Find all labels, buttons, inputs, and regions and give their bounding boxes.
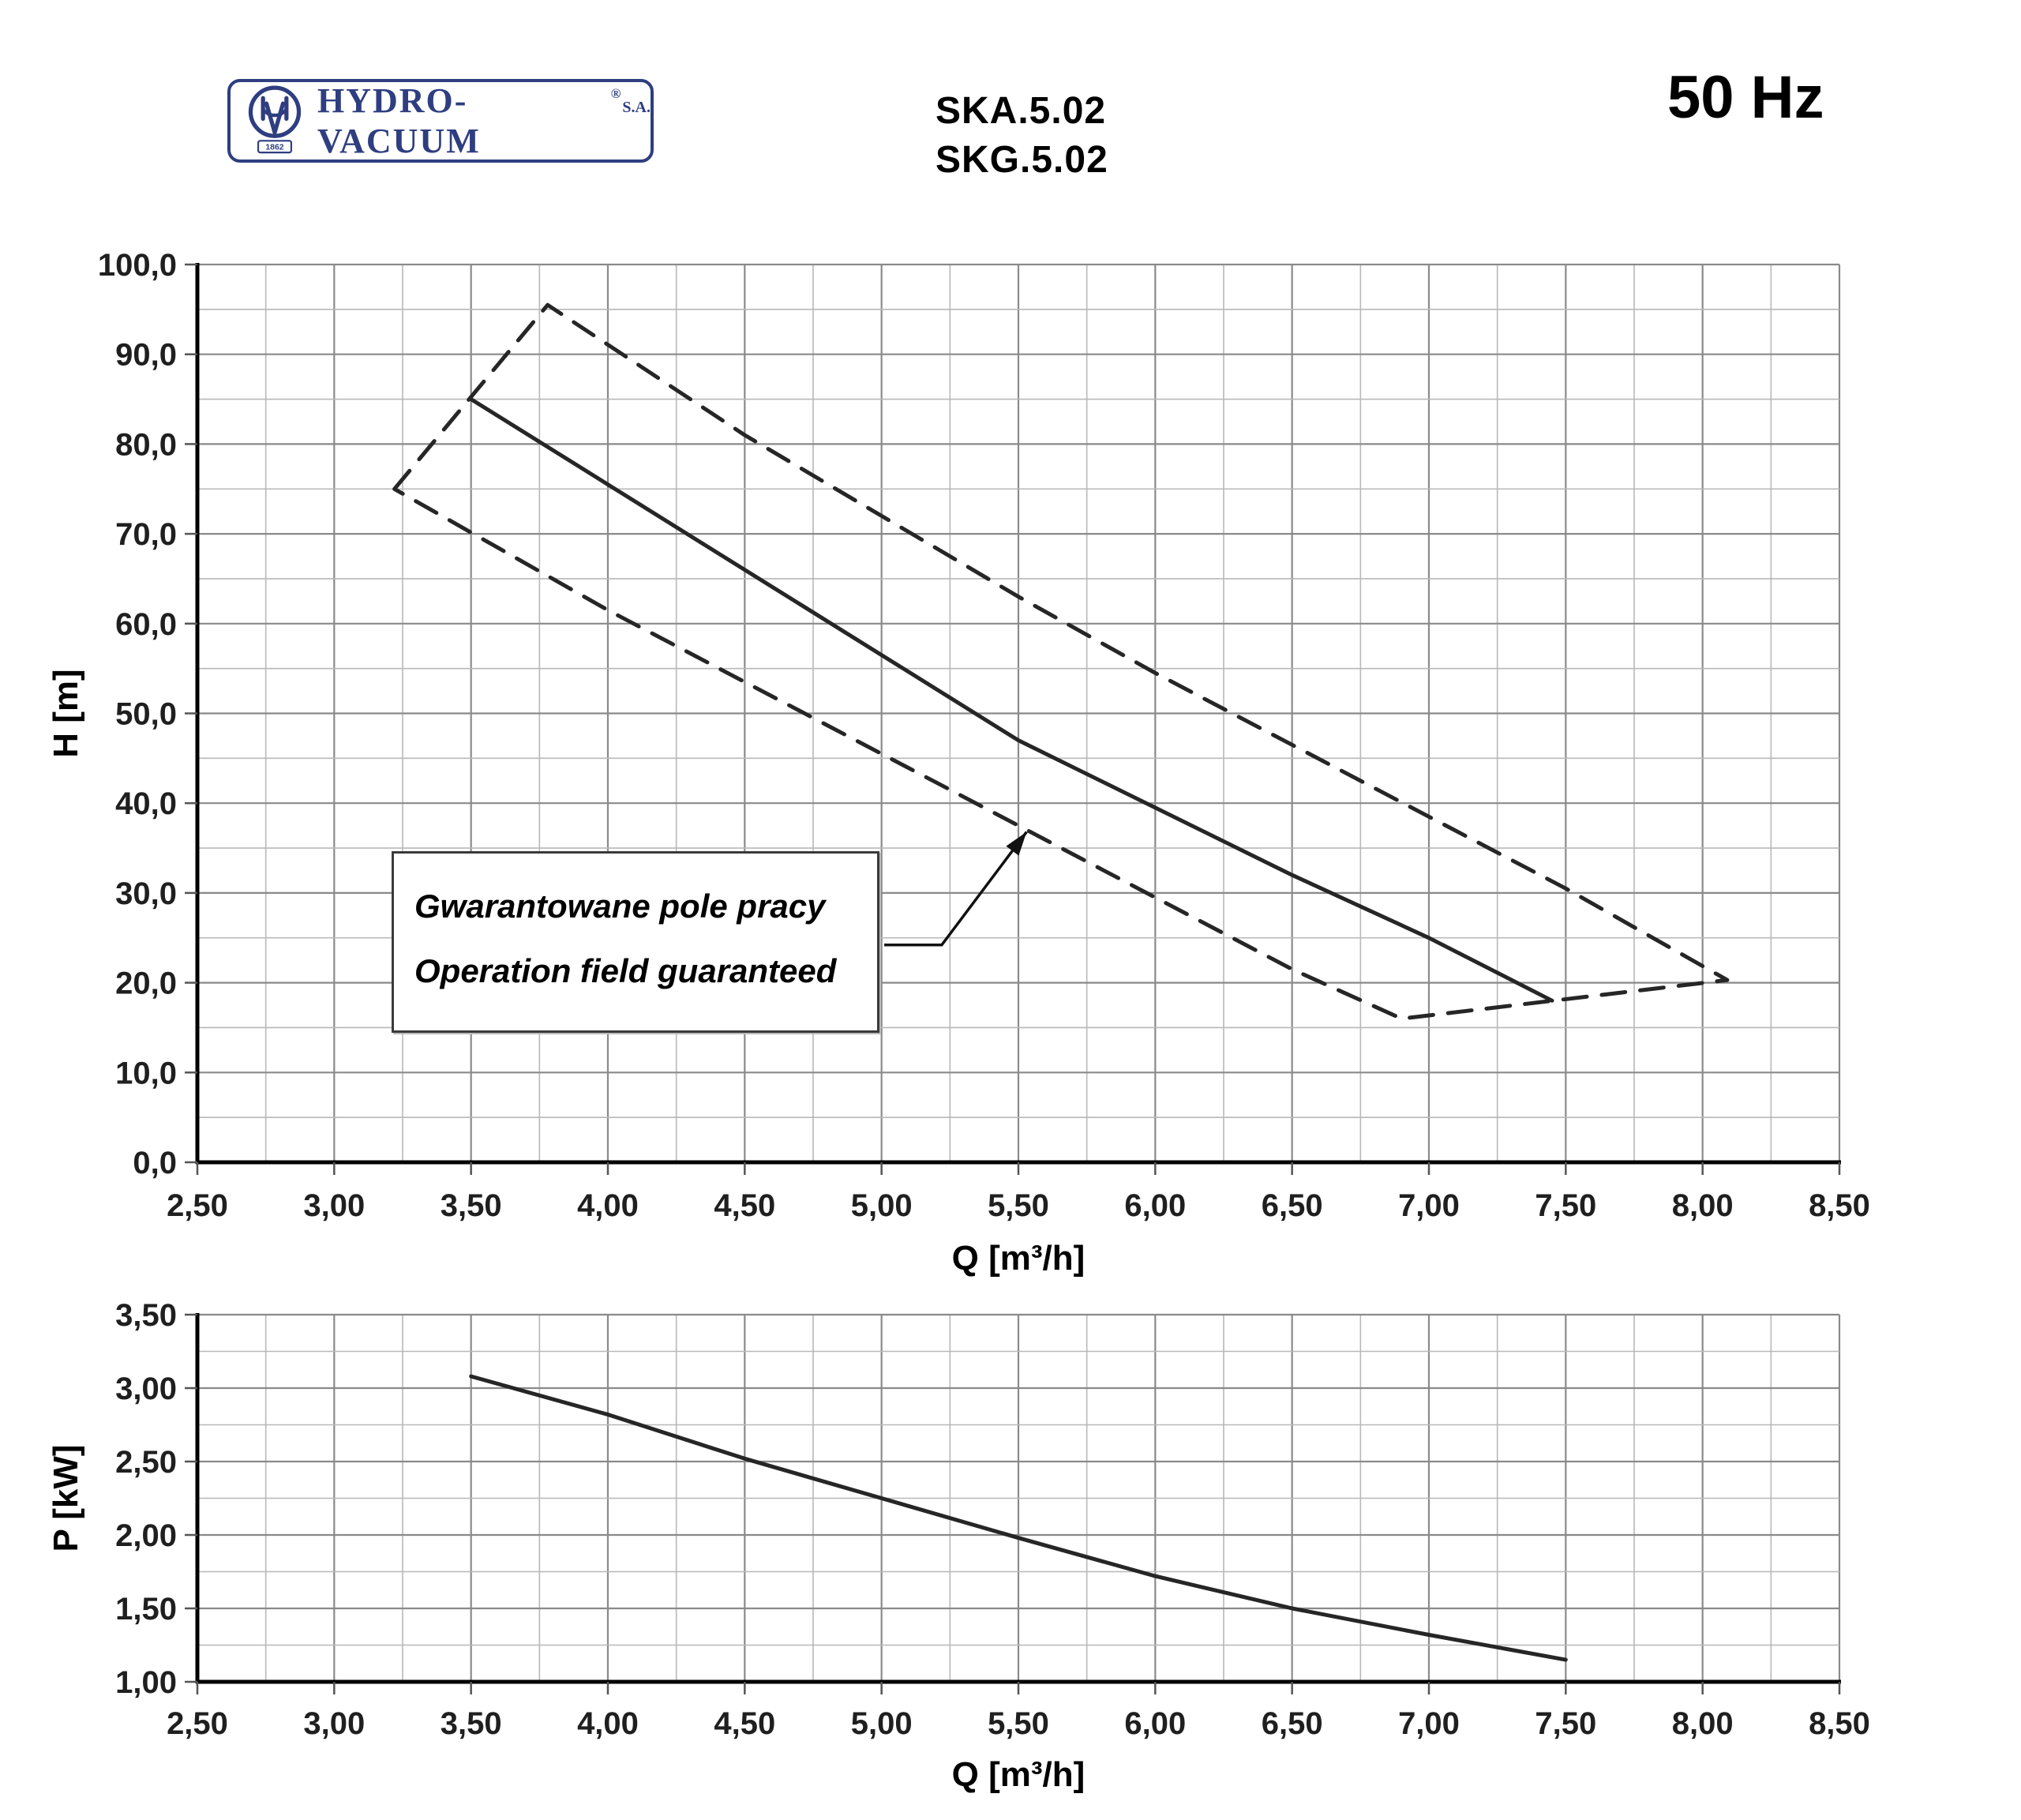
x-axis-title: Q [m³/h] (952, 1755, 1085, 1794)
hydro-vacuum-logo-icon: 1862 (248, 85, 302, 154)
x-tick-label: 3,00 (303, 1188, 365, 1223)
x-tick-label: 3,50 (441, 1188, 502, 1223)
y-axis-title: P [kW] (47, 1444, 85, 1552)
y-tick-label: 10,0 (115, 1056, 177, 1090)
x-tick-label: 8,00 (1672, 1706, 1734, 1741)
y-tick-label: 80,0 (115, 427, 177, 462)
pq-chart: 2,50 3,00 3,50 4,00 4,50 5,00 5,50 6,00 6,50 7,00… (47, 1298, 1870, 1794)
x-tick-label: 2,50 (167, 1706, 228, 1741)
x-tick-label: 3,50 (441, 1706, 502, 1741)
y-tick-label: 50,0 (115, 697, 177, 732)
y-tick-label: 2,00 (115, 1518, 177, 1553)
pump-model-titles: SKA.5.02 SKG.5.02 (936, 87, 1108, 185)
frequency-label: 50 Hz (1667, 64, 1824, 131)
x-tick-label: 8,50 (1809, 1706, 1870, 1741)
y-tick-label: 60,0 (115, 607, 177, 642)
x-tick-label: 7,50 (1535, 1188, 1596, 1223)
x-tick-label: 3,00 (303, 1706, 365, 1741)
y-tick-label: 70,0 (115, 517, 177, 552)
logo-registered-mark: ® (610, 86, 621, 101)
callout-line-pl: Gwarantowane pole pracy (414, 887, 826, 925)
logo-year: 1862 (265, 144, 283, 152)
logo-text-group: HYDRO-VACUUM ® S.A. (317, 81, 651, 161)
x-tick-label: 5,50 (988, 1706, 1049, 1741)
x-tick-label: 5,00 (851, 1706, 913, 1741)
y-tick-label: 40,0 (115, 786, 177, 821)
x-tick-label: 4,00 (577, 1188, 639, 1223)
logo-text: HYDRO-VACUUM (317, 81, 481, 160)
x-tick-label: 6,50 (1262, 1706, 1323, 1741)
y-tick-label: 90,0 (115, 338, 177, 373)
x-tick-label: 6,00 (1124, 1706, 1186, 1741)
x-tick-label: 5,50 (988, 1188, 1049, 1223)
y-tick-label: 2,50 (115, 1445, 177, 1480)
x-tick-label: 6,50 (1262, 1188, 1323, 1223)
y-tick-label: 20,0 (115, 966, 177, 1001)
x-tick-label: 2,50 (167, 1188, 228, 1223)
x-tick-label: 5,00 (851, 1188, 913, 1223)
callout-line-en: Operation field guaranteed (414, 952, 837, 989)
y-tick-label: 30,0 (115, 876, 177, 911)
x-tick-label: 7,00 (1398, 1706, 1460, 1741)
x-tick-label: 4,00 (577, 1706, 639, 1741)
y-tick-label: 1,50 (115, 1592, 177, 1627)
x-tick-label: 8,00 (1672, 1188, 1734, 1223)
x-tick-label: 8,50 (1809, 1188, 1870, 1223)
pump-model-line1: SKA.5.02 (936, 90, 1107, 132)
y-tick-label: 3,50 (115, 1298, 177, 1333)
y-tick-label: 3,00 (115, 1372, 177, 1406)
hq-chart: 2,50 3,00 3,50 4,00 4,50 5,00 5,50 6,00 6,50 7,00… (47, 248, 1870, 1278)
y-axis-title: H [m] (47, 669, 85, 757)
callout-arrow-line (884, 831, 1028, 947)
x-tick-label: 7,50 (1535, 1706, 1596, 1741)
x-axis-title: Q [m³/h] (952, 1239, 1085, 1278)
y-tick-label: 1,00 (115, 1665, 177, 1700)
x-tick-label: 7,00 (1398, 1188, 1460, 1223)
x-tick-label: 4,50 (714, 1188, 775, 1223)
pump-model-line2: SKG.5.02 (936, 139, 1108, 181)
hydro-vacuum-logo: 1862 HYDRO-VACUUM ® S.A. (227, 79, 654, 163)
operation-field-callout: Gwarantowane pole pracy Operation field … (392, 851, 879, 1033)
callout-arrowhead-icon (1006, 831, 1027, 856)
y-tick-label: 100,0 (98, 248, 177, 283)
x-tick-label: 4,50 (714, 1706, 775, 1741)
logo-suffix: S.A. (622, 99, 651, 116)
power-curve (469, 1374, 1568, 1662)
x-tick-label: 6,00 (1124, 1188, 1186, 1223)
y-tick-label: 0,0 (133, 1146, 177, 1180)
